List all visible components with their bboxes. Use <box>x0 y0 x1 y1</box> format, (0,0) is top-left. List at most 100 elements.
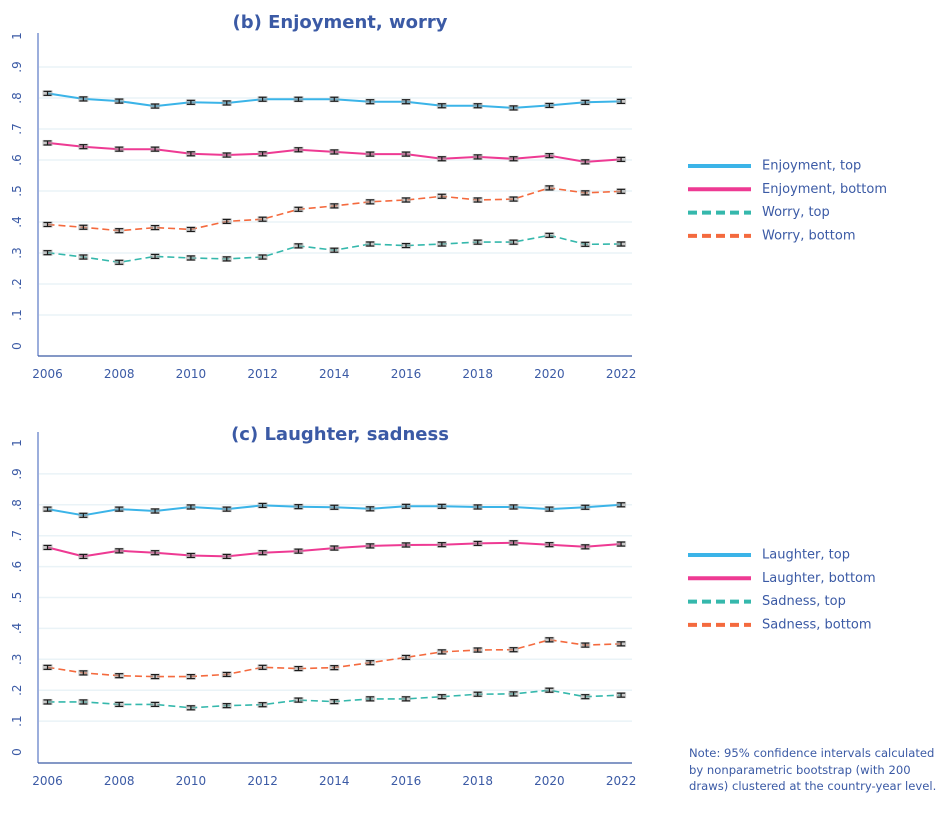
gridlines <box>39 473 632 722</box>
y-tick-label: 1 <box>10 32 24 40</box>
error-bar <box>508 239 519 246</box>
x-tick-label: 2020 <box>534 774 565 788</box>
error-bar <box>185 673 196 680</box>
legend-label: Enjoyment, bottom <box>762 182 887 197</box>
error-bar <box>257 96 268 103</box>
legend-label: Worry, top <box>762 205 830 220</box>
error-bar <box>544 541 555 548</box>
error-bar <box>293 146 304 153</box>
error-bar <box>508 539 519 546</box>
error-bar <box>365 542 376 549</box>
y-tick-label: .4 <box>10 623 24 634</box>
error-bar <box>472 196 483 203</box>
legend: Laughter, top Laughter, bottom Sadness, to… <box>688 548 876 632</box>
y-tick-label: .2 <box>10 278 24 289</box>
x-tick-label: 2010 <box>176 774 207 788</box>
y-tick-label: .8 <box>10 499 24 510</box>
y-tick-label: .9 <box>10 61 24 72</box>
error-bar <box>150 103 161 110</box>
error-bar <box>257 254 268 261</box>
error-bar <box>580 189 591 196</box>
error-bar <box>580 158 591 165</box>
y-tick-label: .6 <box>10 561 24 572</box>
legend-item: Laughter, bottom <box>688 571 876 586</box>
legend-label: Sadness, top <box>762 594 846 609</box>
error-bar <box>365 151 376 158</box>
error-bar <box>293 242 304 249</box>
series-lines <box>42 501 627 711</box>
chart-title: (c) Laughter, sadness <box>231 424 449 445</box>
error-bar <box>436 241 447 248</box>
error-bar <box>544 232 555 239</box>
chart-note: Note: 95% confidence intervals calculate… <box>689 746 937 794</box>
error-bar <box>544 636 555 643</box>
error-bar <box>185 226 196 233</box>
error-bar <box>544 506 555 513</box>
error-bar <box>436 693 447 700</box>
error-bar <box>508 646 519 653</box>
error-bar <box>114 98 125 105</box>
axes <box>37 432 632 764</box>
error-bar <box>78 143 89 150</box>
error-bar <box>150 224 161 231</box>
error-bar <box>78 669 89 676</box>
y-tick-labels: 0 .1 .2 .3 .4 .5 .6 .7 .8 .9 1 <box>10 439 24 756</box>
error-bar <box>508 155 519 162</box>
y-tick-label: .1 <box>10 715 24 726</box>
error-bar <box>221 553 232 560</box>
error-bar <box>472 239 483 246</box>
y-tick-label: .7 <box>10 530 24 541</box>
error-bar <box>257 150 268 157</box>
error-bar <box>78 95 89 102</box>
error-bar <box>150 253 161 260</box>
error-bar <box>436 102 447 109</box>
error-bar <box>401 541 411 548</box>
y-tick-label: .3 <box>10 247 24 258</box>
error-bar <box>365 659 376 666</box>
gridlines <box>39 66 632 316</box>
error-bar <box>401 151 411 158</box>
error-bar <box>472 153 483 160</box>
error-bar <box>616 98 627 105</box>
x-tick-label: 2014 <box>319 367 350 381</box>
error-bar <box>580 241 591 248</box>
error-bar <box>472 647 483 654</box>
error-bar <box>616 501 627 508</box>
x-tick-label: 2006 <box>32 367 63 381</box>
y-tick-label: 0 <box>10 748 24 756</box>
error-bar <box>185 254 196 261</box>
error-bar <box>329 247 340 254</box>
y-tick-label: .4 <box>10 216 24 227</box>
error-bar <box>329 504 340 511</box>
x-tick-label: 2008 <box>104 367 135 381</box>
error-bar <box>401 695 411 702</box>
x-tick-label: 2016 <box>391 367 422 381</box>
error-bar <box>508 104 519 111</box>
y-tick-label: .8 <box>10 92 24 103</box>
error-bar <box>114 506 125 513</box>
error-bar <box>257 216 268 223</box>
y-tick-label: 1 <box>10 439 24 447</box>
legend: Enjoyment, top Enjoyment, bottom Worry, to… <box>688 159 887 243</box>
error-bar <box>616 692 627 699</box>
error-bar <box>508 503 519 510</box>
legend-item: Sadness, top <box>688 594 846 609</box>
series-lines <box>42 90 627 266</box>
error-bar <box>150 701 161 708</box>
legend-label: Sadness, bottom <box>762 617 872 632</box>
x-tick-label: 2020 <box>534 367 565 381</box>
error-bar <box>42 221 53 228</box>
error-bar <box>78 553 89 560</box>
error-bar <box>221 99 232 106</box>
error-bar <box>436 648 447 655</box>
error-bar <box>472 102 483 109</box>
error-bar <box>580 693 591 700</box>
error-bar <box>329 664 340 671</box>
error-bar <box>580 99 591 106</box>
error-bar <box>544 687 555 694</box>
error-bar <box>185 99 196 106</box>
error-bar <box>365 695 376 702</box>
legend-label: Worry, bottom <box>762 228 855 243</box>
error-bar <box>472 503 483 510</box>
error-bar <box>150 673 161 680</box>
